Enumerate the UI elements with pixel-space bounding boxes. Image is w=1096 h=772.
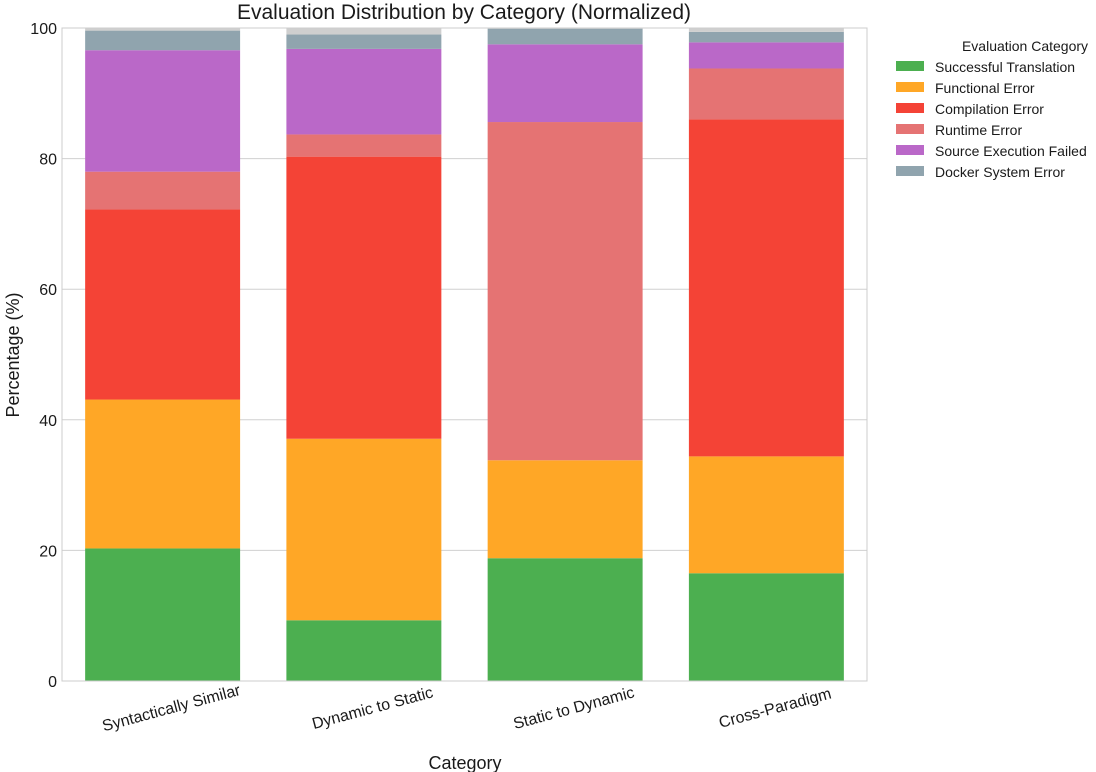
- bar-dynamic-to-static-remainder: [286, 28, 442, 35]
- bar-cross-paradigm-functional-error: [688, 456, 844, 574]
- bar-dynamic-to-static-successful-translation: [286, 620, 442, 681]
- legend-swatch-runtime-error: [896, 124, 924, 134]
- legend-label-functional-error: Functional Error: [935, 80, 1035, 96]
- y-axis-label: Percentage (%): [3, 292, 23, 417]
- y-axis-ticks: 0 20 40 60 80 100: [30, 21, 57, 691]
- bar-cross-paradigm-successful-translation: [688, 573, 844, 681]
- bar-dynamic-to-static-runtime-error: [286, 134, 442, 157]
- bar-syntactically-similar-functional-error: [85, 399, 241, 549]
- bar-syntactically-similar-source-execution-failed: [85, 50, 241, 172]
- bar-cross-paradigm-docker-system-error: [688, 31, 844, 43]
- bar-syntactically-similar-successful-translation: [85, 548, 241, 681]
- bar-syntactically-similar-docker-system-error: [85, 30, 241, 51]
- bar-cross-paradigm-compilation-error: [688, 119, 844, 457]
- legend-swatch-compilation-error: [896, 103, 924, 113]
- bar-static-to-dynamic-source-execution-failed: [487, 44, 643, 123]
- y-tick-label-60: 60: [39, 282, 57, 299]
- bar-dynamic-to-static-functional-error: [286, 438, 442, 621]
- bar-syntactically-similar-runtime-error: [85, 171, 241, 210]
- bar-static-to-dynamic-docker-system-error: [487, 28, 643, 45]
- bar-syntactically-similar-remainder: [85, 28, 241, 31]
- legend-label-compilation-error: Compilation Error: [935, 101, 1044, 117]
- legend-swatch-source-execution-failed: [896, 145, 924, 155]
- bar-dynamic-to-static-compilation-error: [286, 156, 442, 439]
- x-tick-label-cross-paradigm: Cross-Paradigm: [717, 685, 833, 731]
- x-axis-ticks: Syntactically Similar Dynamic to Static St…: [101, 682, 834, 735]
- y-tick-label-0: 0: [48, 674, 57, 691]
- legend-label-docker-system-error: Docker System Error: [935, 164, 1065, 180]
- y-tick-label-100: 100: [30, 21, 57, 38]
- bar-cross-paradigm-runtime-error: [688, 68, 844, 120]
- x-tick-label-syntactically-similar: Syntactically Similar: [101, 682, 243, 735]
- bar-dynamic-to-static-source-execution-failed: [286, 48, 442, 135]
- legend-label-source-execution-failed: Source Execution Failed: [935, 143, 1087, 159]
- y-tick-label-80: 80: [39, 152, 57, 169]
- y-tick-label-40: 40: [39, 413, 57, 430]
- x-tick-label-dynamic-to-static: Dynamic to Static: [310, 684, 435, 733]
- x-axis-label: Category: [428, 753, 501, 772]
- bar-cross-paradigm-source-execution-failed: [688, 42, 844, 69]
- legend-swatch-functional-error: [896, 82, 924, 92]
- legend-items: Successful Translation Functional Error Co…: [896, 59, 1087, 180]
- bar-cross-paradigm-remainder: [688, 28, 844, 32]
- legend-label-runtime-error: Runtime Error: [935, 122, 1022, 138]
- legend-swatch-successful-translation: [896, 61, 924, 71]
- y-tick-label-20: 20: [39, 543, 57, 560]
- legend-title: Evaluation Category: [962, 38, 1088, 54]
- bar-static-to-dynamic-runtime-error: [487, 122, 643, 461]
- x-tick-label-static-to-dynamic: Static to Dynamic: [512, 684, 637, 733]
- plot-area-frame: [61, 27, 868, 682]
- bars: [85, 28, 844, 681]
- bar-static-to-dynamic-successful-translation: [487, 558, 643, 681]
- bar-static-to-dynamic-functional-error: [487, 460, 643, 559]
- legend-swatch-docker-system-error: [896, 166, 924, 176]
- chart-title: Evaluation Distribution by Category (Nor…: [237, 1, 691, 24]
- bar-dynamic-to-static-docker-system-error: [286, 34, 442, 49]
- legend: Evaluation Category Successful Translati…: [896, 38, 1088, 180]
- bar-syntactically-similar-compilation-error: [85, 209, 241, 400]
- legend-label-successful-translation: Successful Translation: [935, 59, 1075, 75]
